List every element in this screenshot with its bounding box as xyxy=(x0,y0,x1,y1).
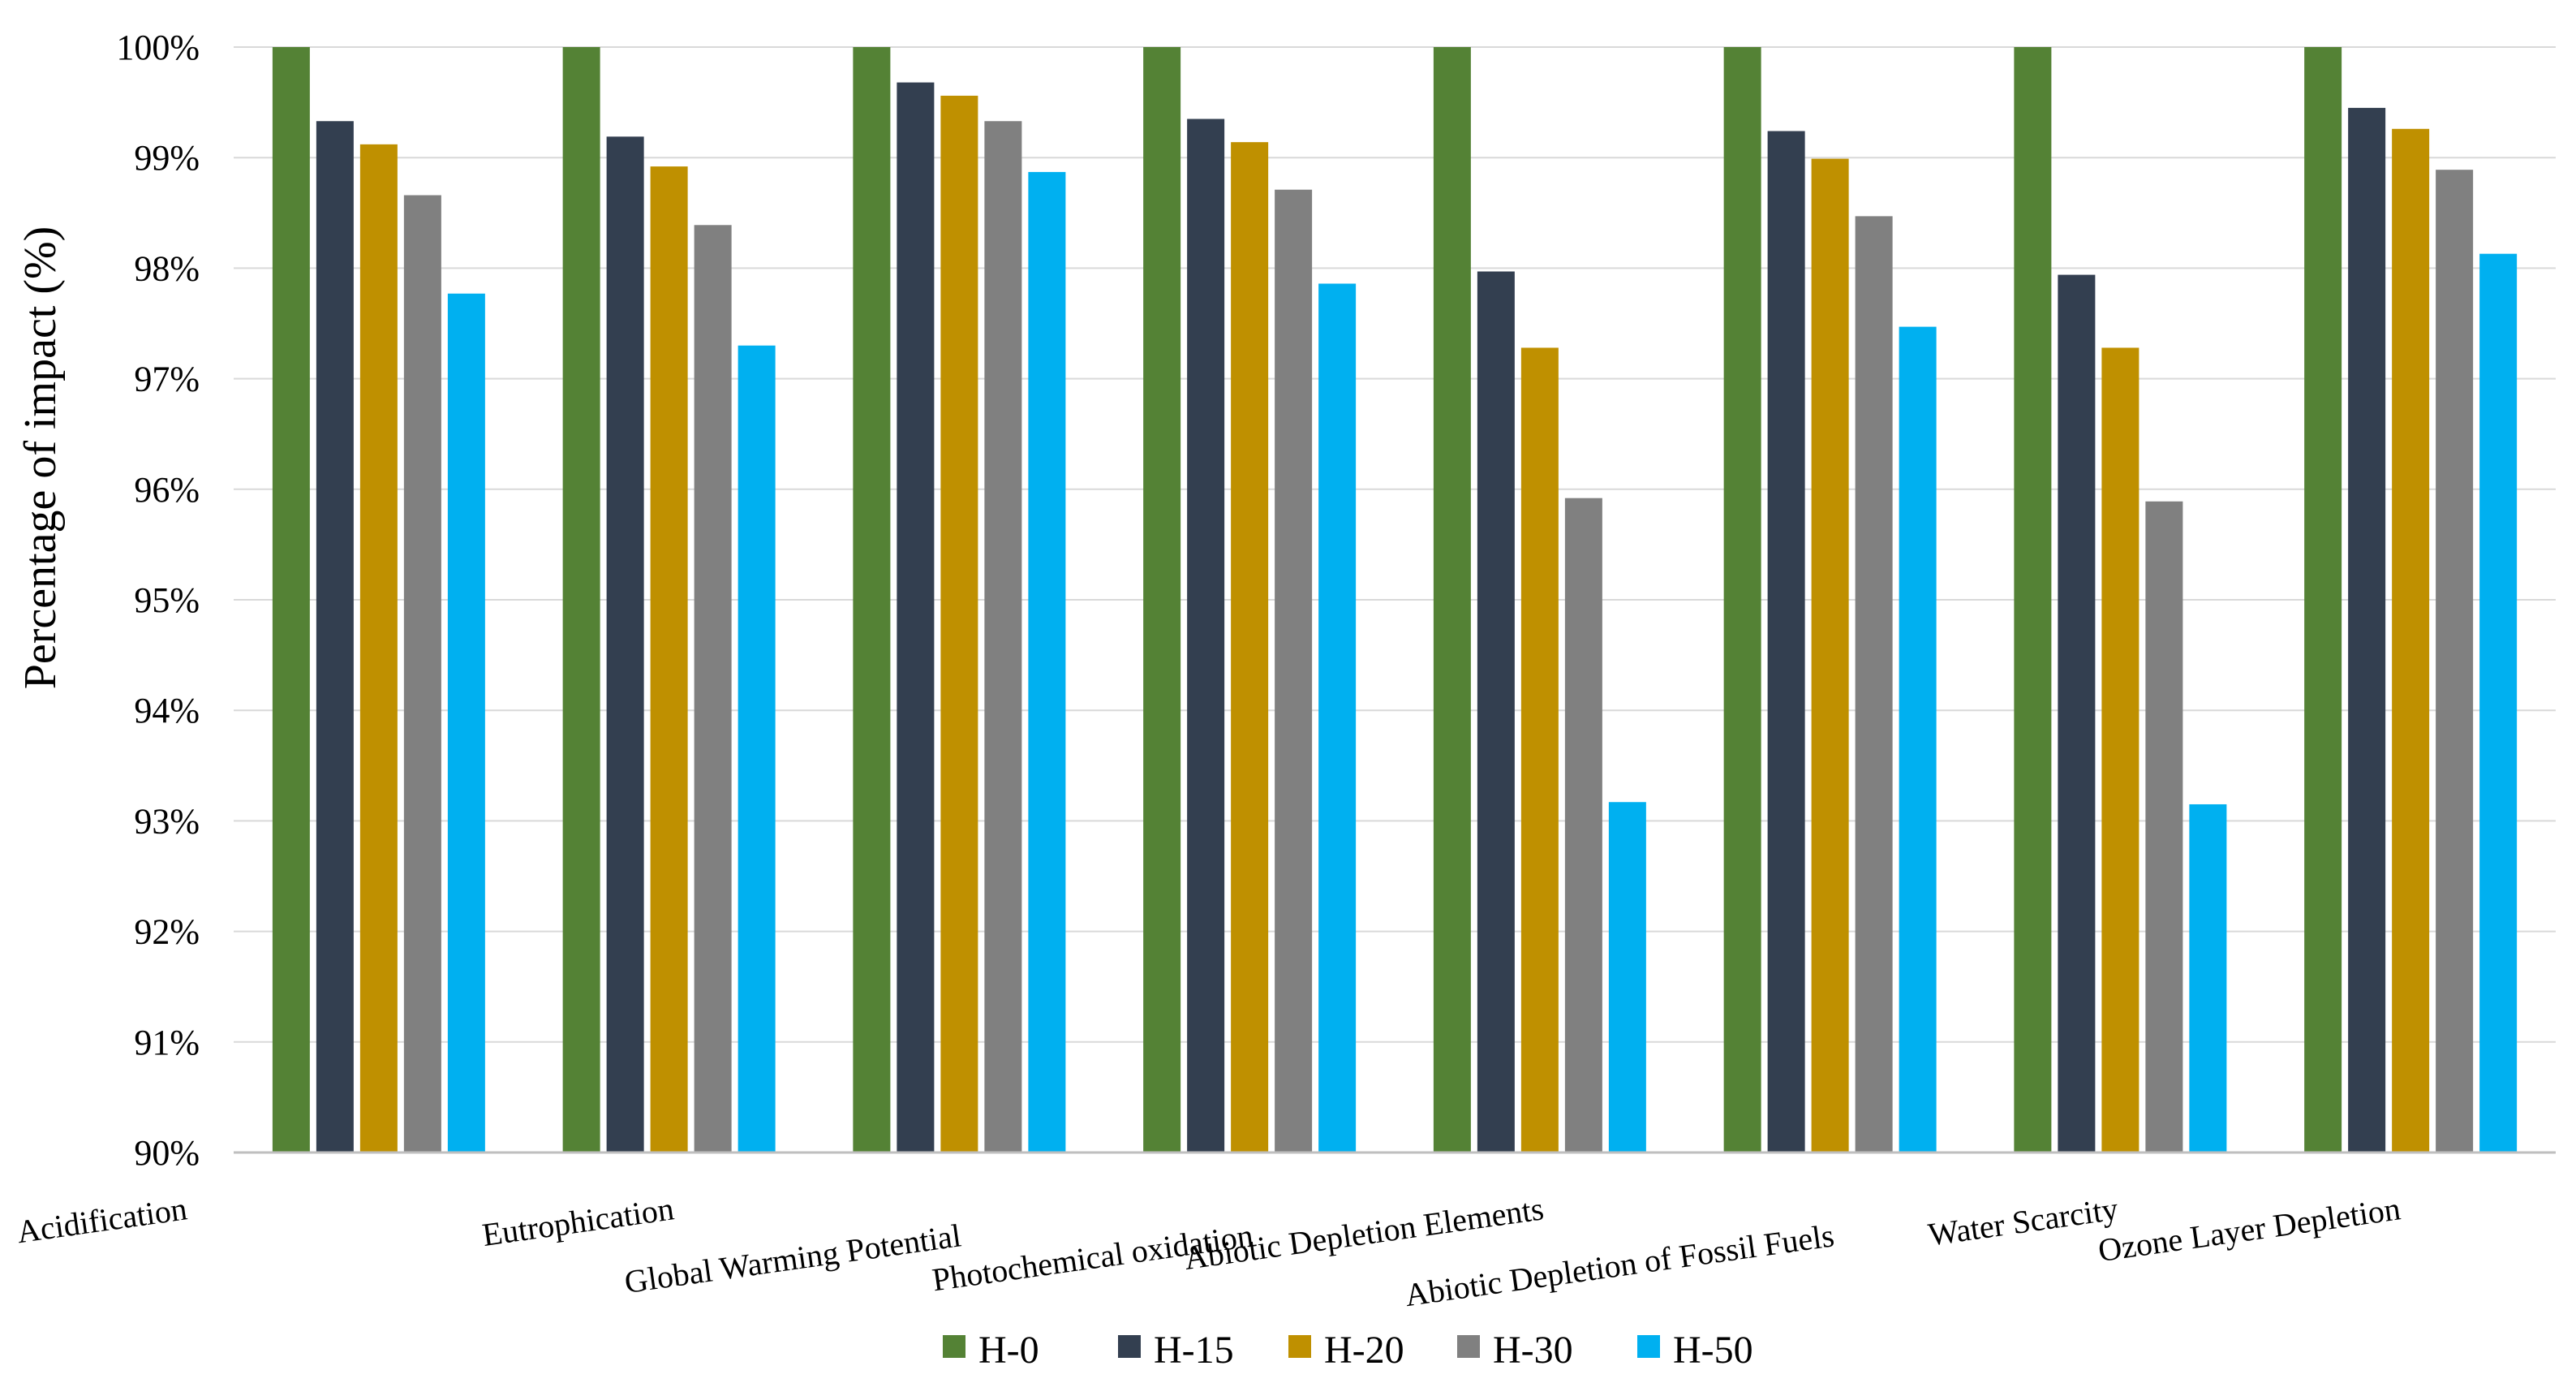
y-tick-label: 92% xyxy=(134,912,200,952)
bar-h-50-1 xyxy=(738,345,776,1153)
legend-label: H-0 xyxy=(978,1329,1039,1372)
bar-h-30-2 xyxy=(984,121,1022,1153)
bar-h-0-1 xyxy=(562,47,600,1153)
bar-h-15-4 xyxy=(1477,271,1515,1153)
bar-h-30-3 xyxy=(1275,189,1313,1153)
bar-h-50-6 xyxy=(2189,804,2227,1153)
bar-h-15-1 xyxy=(606,136,644,1153)
legend-swatch-h-20 xyxy=(1288,1335,1311,1358)
y-tick-label: 90% xyxy=(134,1133,200,1173)
bar-h-50-2 xyxy=(1028,171,1066,1153)
bar-h-20-2 xyxy=(940,95,978,1153)
bar-h-20-4 xyxy=(1520,347,1559,1153)
x-category-label: Ozone Layer Depletion xyxy=(2096,1190,2402,1269)
bar-h-15-7 xyxy=(2348,107,2386,1153)
bar-h-15-5 xyxy=(1767,131,1805,1153)
legend-swatch-h-50 xyxy=(1637,1335,1660,1358)
x-category-label: Acidification xyxy=(15,1190,189,1250)
bar-h-30-1 xyxy=(694,225,732,1153)
bar-h-20-5 xyxy=(1811,158,1849,1153)
bar-h-0-0 xyxy=(272,47,310,1153)
y-axis: 90% 91% 92% 93% 94% 95% 96% 97% 98% 99% 100% xyxy=(116,28,2556,1173)
bar-h-0-7 xyxy=(2304,47,2342,1153)
bar-h-0-3 xyxy=(1143,47,1181,1153)
y-axis-title: Percentage of impact (%) xyxy=(15,226,66,690)
y-tick-label: 95% xyxy=(134,580,200,620)
x-category-label: Eutrophication xyxy=(480,1190,677,1253)
y-tick-label: 94% xyxy=(134,691,200,730)
bar-h-20-3 xyxy=(1231,142,1269,1153)
bar-h-15-6 xyxy=(2058,274,2096,1153)
bar-h-50-5 xyxy=(1899,326,1937,1153)
legend: H-0 H-15 H-20 H-30 H-50 xyxy=(943,1329,1753,1372)
y-tick-label: 96% xyxy=(134,470,200,510)
x-category-label: Abiotic Depletion Elements xyxy=(1182,1190,1546,1277)
legend-label: H-15 xyxy=(1154,1329,1234,1372)
legend-swatch-h-15 xyxy=(1118,1335,1141,1358)
bars xyxy=(272,47,2518,1153)
bar-h-15-0 xyxy=(316,121,354,1153)
bar-h-20-7 xyxy=(2392,128,2430,1153)
legend-label: H-20 xyxy=(1324,1329,1404,1372)
bar-h-0-5 xyxy=(1723,47,1761,1153)
bar-h-0-2 xyxy=(853,47,891,1153)
bar-h-30-4 xyxy=(1564,498,1602,1153)
bar-h-30-6 xyxy=(2145,501,2183,1153)
y-tick-label: 100% xyxy=(116,28,200,67)
y-tick-label: 99% xyxy=(134,138,200,178)
bar-h-30-7 xyxy=(2436,170,2474,1153)
bar-h-50-3 xyxy=(1318,283,1357,1153)
bar-h-50-0 xyxy=(447,293,485,1153)
y-tick-label: 91% xyxy=(134,1023,200,1062)
y-tick-label: 98% xyxy=(134,248,200,288)
bar-h-0-4 xyxy=(1433,47,1471,1153)
y-tick-label: 93% xyxy=(134,801,200,841)
legend-swatch-h-0 xyxy=(943,1335,965,1358)
legend-label: H-50 xyxy=(1673,1329,1753,1372)
bar-h-30-0 xyxy=(403,195,441,1153)
bar-h-20-6 xyxy=(2101,347,2139,1153)
bar-h-15-2 xyxy=(897,82,935,1153)
legend-label: H-30 xyxy=(1493,1329,1573,1372)
x-category-label: Global Warming Potential xyxy=(622,1217,963,1300)
legend-swatch-h-30 xyxy=(1457,1335,1480,1358)
bar-h-20-0 xyxy=(359,144,398,1153)
y-tick-label: 97% xyxy=(134,360,200,399)
bar-h-50-4 xyxy=(1608,802,1646,1153)
bar-h-20-1 xyxy=(650,166,688,1153)
bar-h-0-6 xyxy=(2014,47,2052,1153)
bar-h-15-3 xyxy=(1187,118,1225,1153)
x-category-label: Water Scarcity xyxy=(1926,1190,2121,1252)
bar-h-50-7 xyxy=(2479,253,2518,1153)
bar-h-30-5 xyxy=(1855,216,1893,1153)
